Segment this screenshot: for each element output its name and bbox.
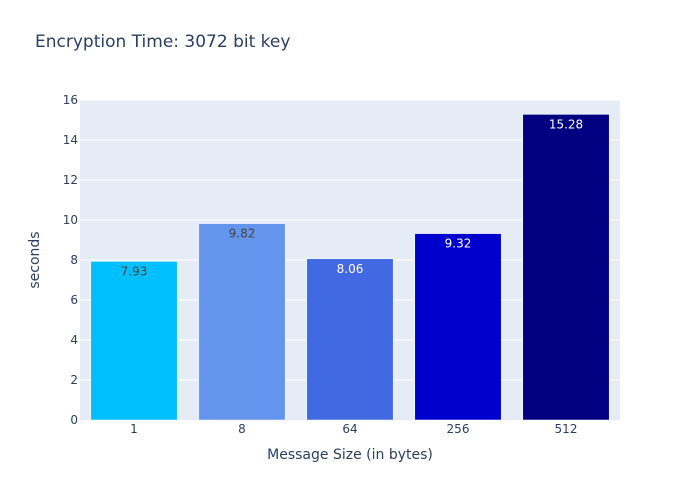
- y-tick-label: 16: [63, 93, 78, 107]
- y-tick-label: 12: [63, 173, 78, 187]
- x-axis-label: Message Size (in bytes): [267, 447, 433, 463]
- bar-value-label: 15.28: [549, 117, 583, 131]
- y-axis-label: seconds: [27, 231, 43, 289]
- y-tick-label: 2: [70, 373, 78, 387]
- bar: [414, 233, 502, 421]
- bar-value-label: 7.93: [121, 264, 148, 278]
- bar: [198, 223, 286, 421]
- x-tick-label: 64: [342, 422, 357, 436]
- y-tick-label: 4: [70, 333, 78, 347]
- bar-value-label: 8.06: [337, 262, 364, 276]
- x-tick-label: 1: [130, 422, 138, 436]
- bar: [306, 258, 394, 421]
- x-tick-label: 8: [238, 422, 246, 436]
- y-tick-label: 0: [70, 413, 78, 427]
- bar-value-label: 9.32: [445, 237, 472, 251]
- y-tick-label: 8: [70, 253, 78, 267]
- bar-value-label: 9.82: [229, 227, 256, 241]
- x-tick-label: 512: [555, 422, 578, 436]
- bar: [522, 114, 610, 421]
- chart-title: Encryption Time: 3072 bit key: [35, 32, 291, 52]
- y-tick-label: 6: [70, 293, 78, 307]
- y-tick-label: 14: [63, 133, 78, 147]
- bar: [90, 261, 178, 421]
- x-tick-label: 256: [447, 422, 470, 436]
- y-tick-label: 10: [63, 213, 78, 227]
